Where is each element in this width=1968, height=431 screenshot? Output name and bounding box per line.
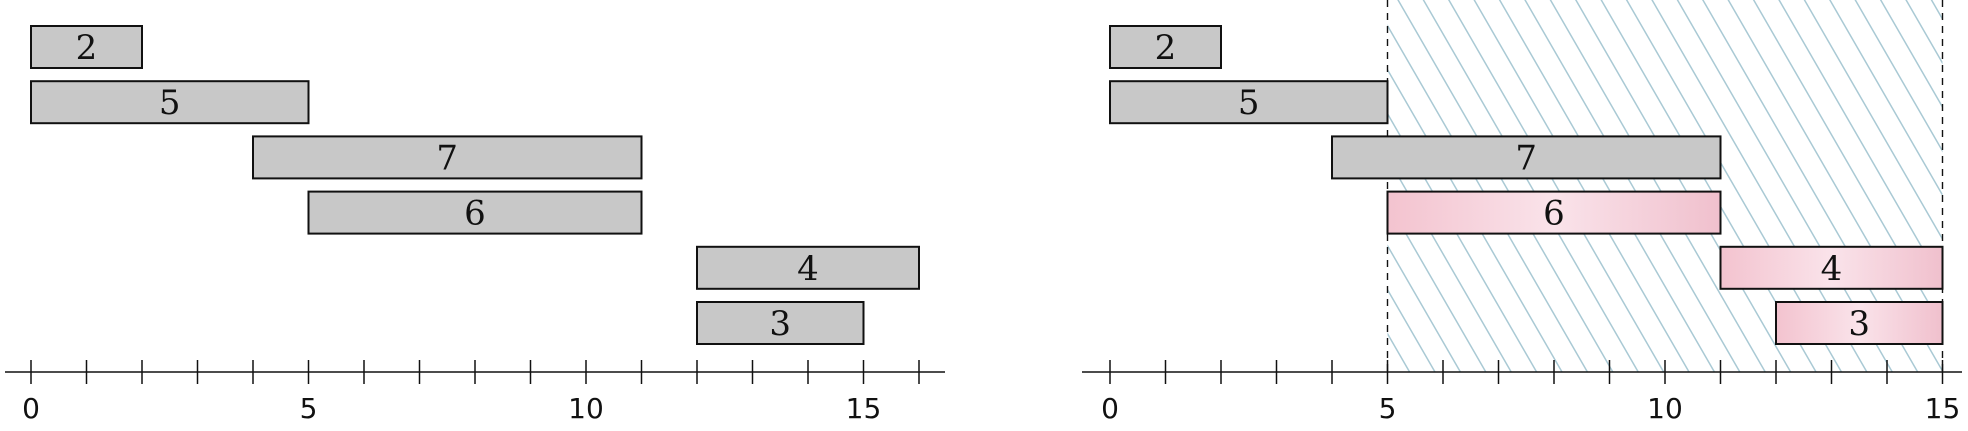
interval-bar-5 [30, 80, 310, 125]
interval-label-4: 4 [1821, 249, 1843, 289]
tick-label-5: 5 [300, 392, 318, 425]
tick-label-0: 0 [1101, 392, 1119, 425]
tick-label-0: 0 [22, 392, 40, 425]
interval-bar-2 [1109, 25, 1222, 69]
interval-bar-6 [1386, 190, 1722, 235]
interval-bar-6 [307, 190, 643, 235]
interval-bar-3 [696, 301, 865, 345]
interval-label-2: 2 [1155, 28, 1177, 68]
interval-label-5: 5 [159, 83, 181, 123]
tick-label-5: 5 [1379, 392, 1397, 425]
interval-bar-7 [1331, 135, 1722, 180]
left-panel: 2 5 76 43 0 5 10 15 [5, 25, 945, 425]
interval-bar-2 [30, 25, 143, 69]
tick-label-10: 10 [1647, 392, 1683, 425]
interval-label-7: 7 [436, 138, 458, 178]
right-panel: 2 5 76 43 0 5 10 15 [1082, 0, 1962, 425]
interval-label-3: 3 [769, 304, 791, 344]
interval-label-6: 6 [464, 194, 486, 234]
interval-label-4: 4 [797, 249, 819, 289]
tick-label-10: 10 [568, 392, 604, 425]
interval-bar-3 [1775, 301, 1944, 345]
tick-label-15: 15 [1925, 392, 1961, 425]
interval-label-2: 2 [76, 28, 98, 68]
interval-bar-5 [1109, 80, 1389, 125]
interval-bar-4 [696, 245, 920, 290]
interval-label-6: 6 [1543, 194, 1565, 234]
interval-label-5: 5 [1238, 83, 1260, 123]
tick-label-15: 15 [846, 392, 882, 425]
interval-bar-4 [1719, 245, 1944, 290]
interval-label-7: 7 [1515, 138, 1537, 178]
interval-bar-7 [252, 135, 643, 180]
interval-label-3: 3 [1848, 304, 1870, 344]
